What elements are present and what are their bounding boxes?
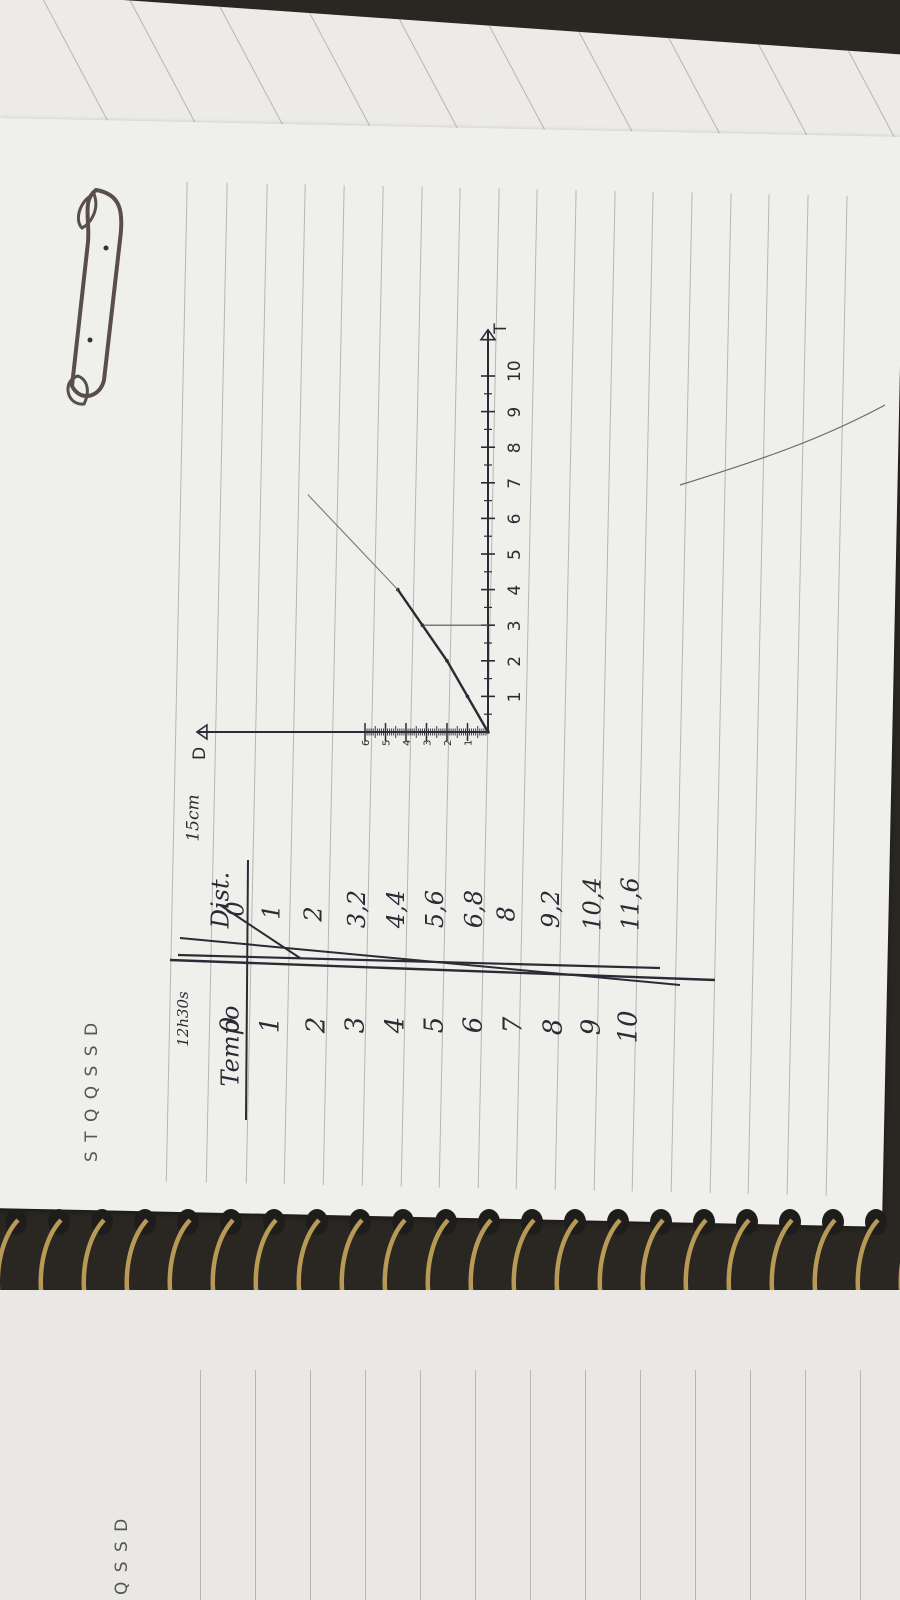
data-point bbox=[486, 730, 490, 734]
data-point bbox=[445, 659, 449, 663]
time-tick-label: 10 bbox=[505, 360, 525, 382]
distance-tick-label: 4 bbox=[402, 740, 413, 746]
time-tick-label: 9 bbox=[505, 407, 525, 418]
distance-axis-label: D bbox=[190, 747, 210, 760]
distance-tick-label: 2 bbox=[443, 740, 454, 746]
time-axis-label: T bbox=[491, 323, 511, 335]
time-tick-label: 7 bbox=[505, 478, 525, 489]
time-tick-label: 1 bbox=[505, 692, 525, 703]
distance-tick-label: 6 bbox=[361, 740, 372, 746]
distance-tick-label: 5 bbox=[382, 740, 393, 746]
time-tick-label: 4 bbox=[505, 585, 525, 596]
banner-doodle bbox=[66, 187, 124, 406]
time-tick-label: 2 bbox=[505, 656, 525, 667]
data-table bbox=[169, 904, 716, 982]
distance-tick-label: 1 bbox=[464, 740, 475, 746]
time-tick-label: 8 bbox=[505, 442, 525, 453]
next-page bbox=[0, 1290, 900, 1600]
time-tick-label: 3 bbox=[505, 620, 525, 631]
time-tick-label: 6 bbox=[505, 514, 525, 525]
time-tick-label: 5 bbox=[505, 549, 525, 560]
distance-tick-label: 3 bbox=[423, 740, 434, 746]
distance-axis-arrow bbox=[195, 723, 208, 741]
weekday-header-lower: Q S S D bbox=[112, 1516, 132, 1595]
extension-line bbox=[307, 494, 399, 590]
data-point bbox=[465, 694, 470, 699]
time-axis-arrow bbox=[479, 328, 497, 341]
